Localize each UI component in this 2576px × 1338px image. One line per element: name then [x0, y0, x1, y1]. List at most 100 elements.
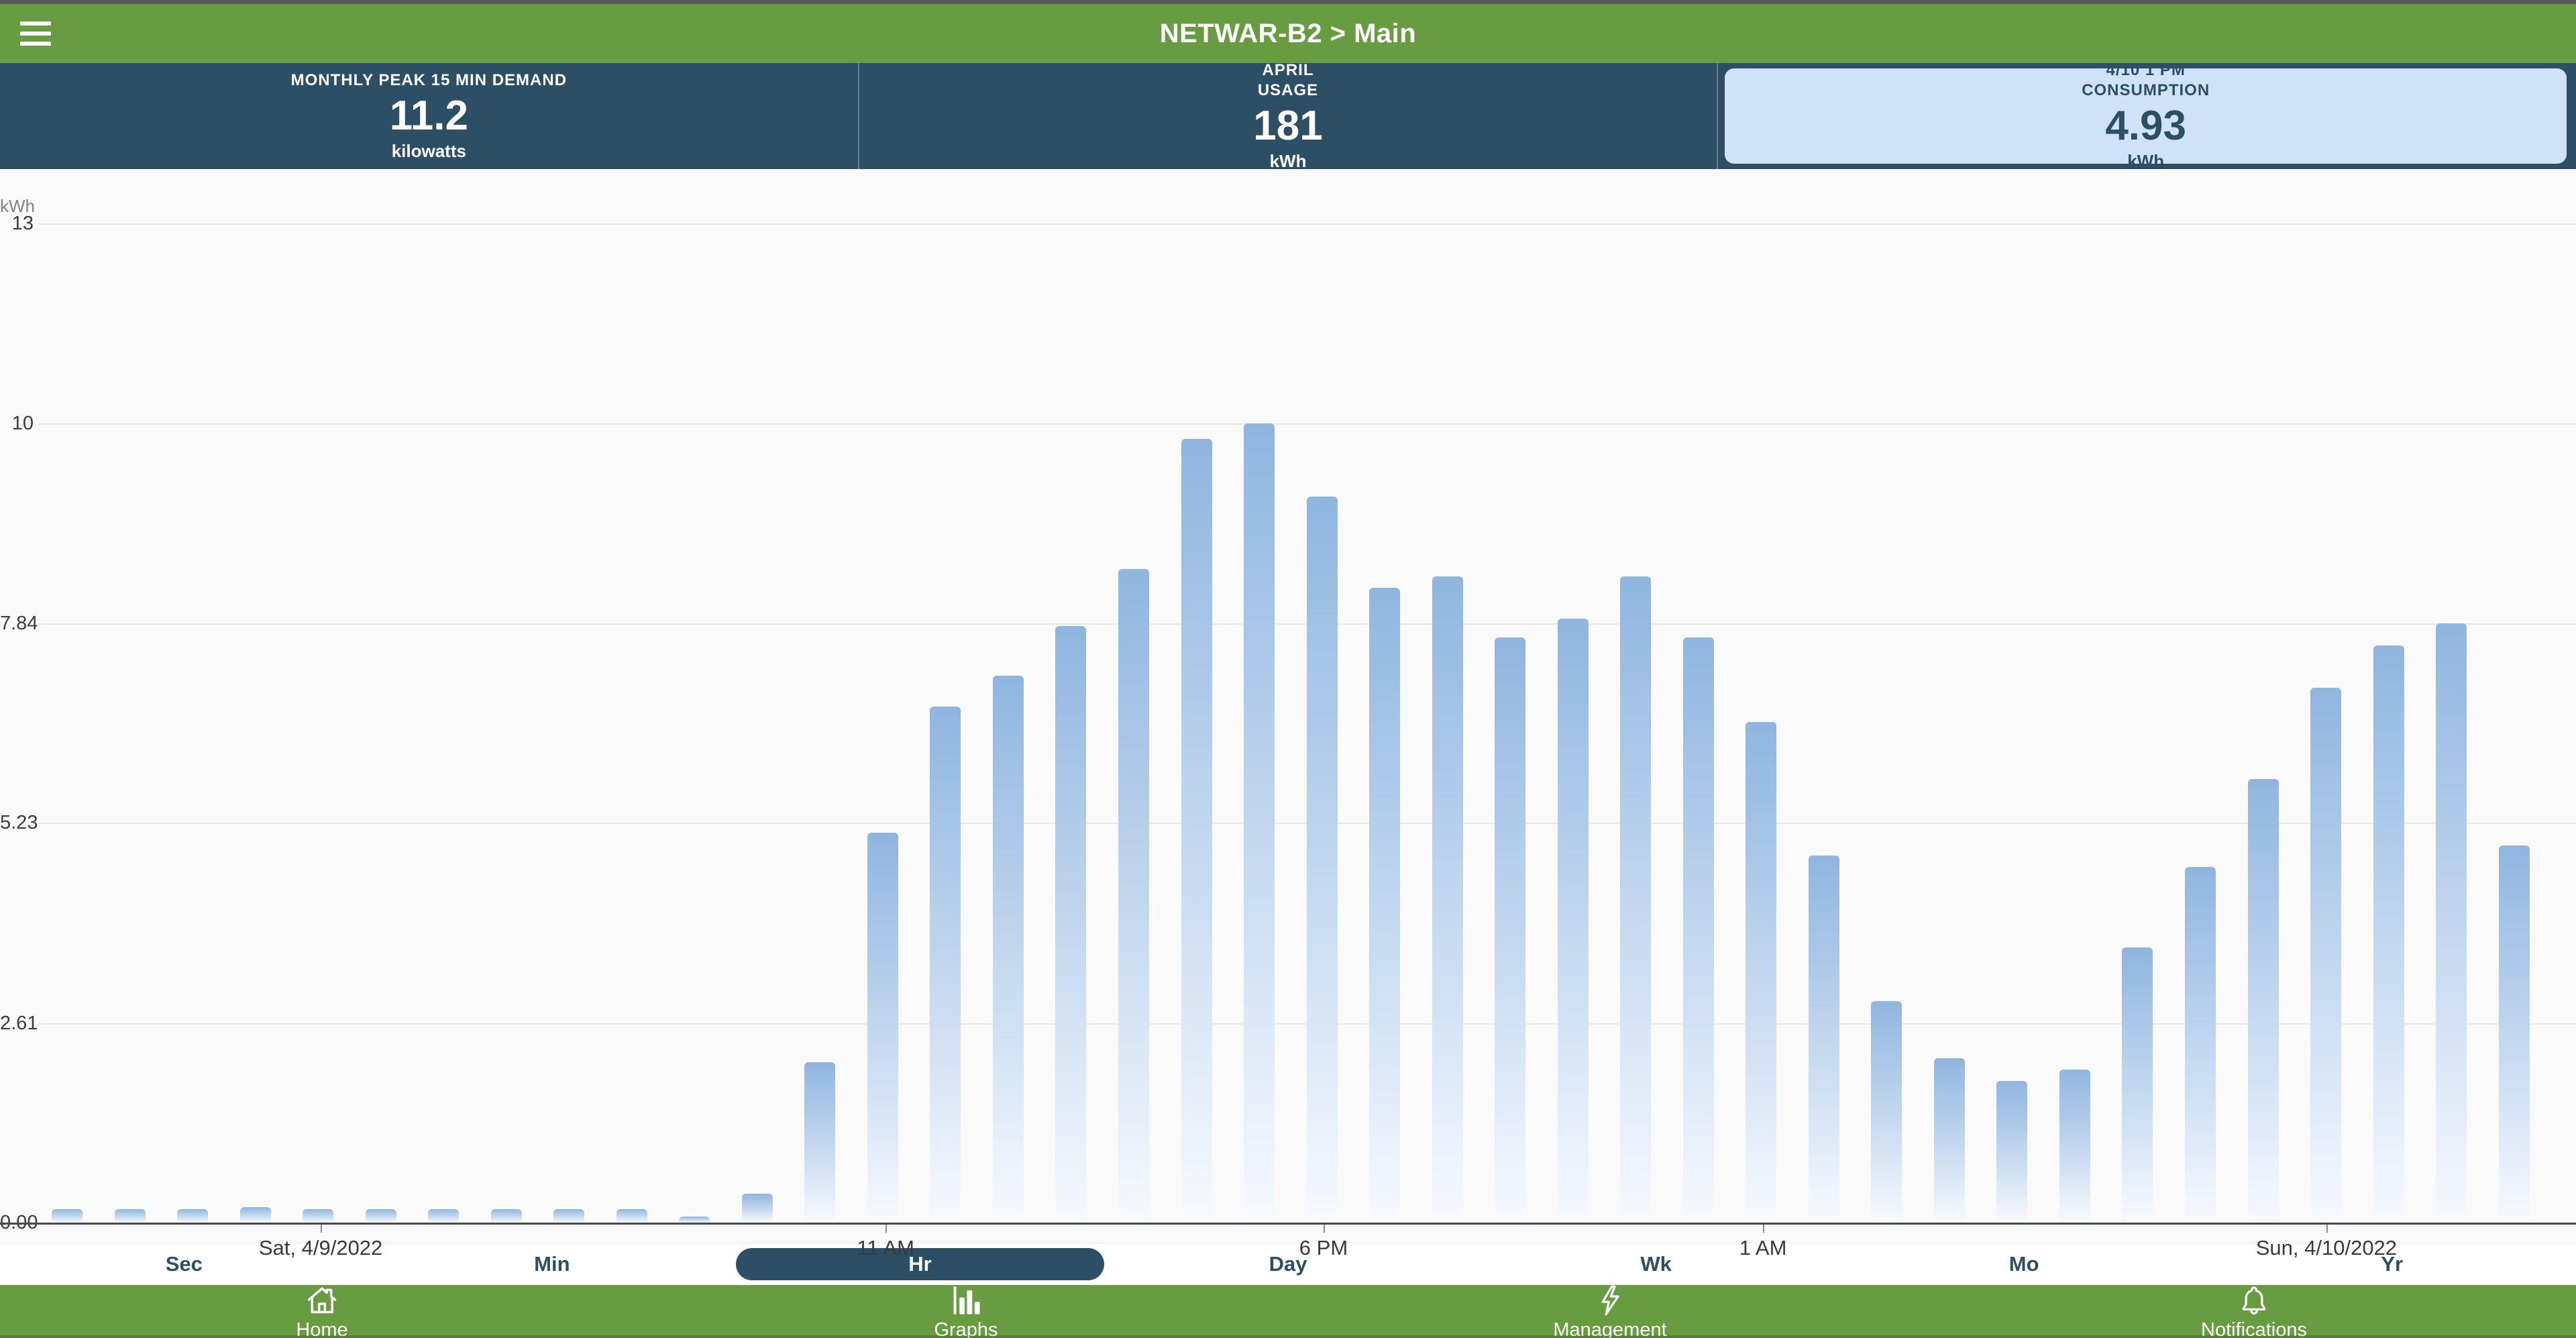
nav-label: Graphs	[934, 1319, 998, 1338]
nav-item-management[interactable]: Management	[1288, 1285, 1932, 1338]
bar-hour-18[interactable]	[1181, 439, 1212, 1223]
bar-hour-5[interactable]	[365, 1208, 396, 1223]
system-status-strip	[0, 0, 2576, 4]
consumption-chart: kWh 13 10 7.84 5.23 2.61 0.00 Sat, 4/9/2022 11 …	[0, 169, 2576, 1259]
bar-hour-33[interactable]	[2122, 947, 2153, 1223]
bar-hour-23[interactable]	[1495, 637, 1526, 1223]
page-title: NETWAR-B2 > Main	[1159, 18, 1417, 48]
bar-hour-0[interactable]	[52, 1208, 83, 1223]
stat-unit: kWh	[1269, 151, 1307, 172]
bar-hour-6[interactable]	[428, 1208, 460, 1223]
bell-icon	[2237, 1283, 2271, 1318]
stat-panel-april-usage: APRIL USAGE 181 kWh	[859, 60, 1719, 172]
y-axis-tick-label: 5.23	[0, 812, 38, 834]
time-range-tabs: Sec Min Hr Day Wk Mo Yr	[0, 1243, 2576, 1285]
stat-panel-selected-consumption: 4/10 1 PM CONSUMPTION 4.93 kWh	[1718, 61, 2576, 171]
bar-hour-25[interactable]	[1620, 576, 1652, 1223]
stat-panel-monthly-peak: MONTHLY PEAK 15 MIN DEMAND 11.2 kilowatt…	[0, 63, 859, 169]
bar-hour-13[interactable]	[867, 832, 898, 1223]
menu-icon[interactable]	[20, 21, 51, 46]
bar-hour-38[interactable]	[2436, 623, 2467, 1223]
bottom-nav: Home Graphs Management	[0, 1285, 2576, 1338]
stat-label: 4/10 1 PM CONSUMPTION	[2082, 60, 2210, 99]
stat-label: APRIL USAGE	[1257, 60, 1319, 99]
x-axis-baseline	[0, 1223, 2576, 1225]
bar-hour-3[interactable]	[239, 1207, 271, 1223]
y-axis-tick-label: 2.61	[0, 1012, 38, 1034]
app-header: NETWAR-B2 > Main	[0, 4, 2576, 63]
y-axis-tick-label: 10	[11, 413, 34, 435]
tab-sec[interactable]: Sec	[165, 1252, 203, 1276]
bar-hour-26[interactable]	[1682, 637, 1714, 1223]
x-axis-tick-label: Sat, 4/9/2022	[258, 1236, 383, 1259]
bar-hour-39[interactable]	[2498, 845, 2530, 1223]
bar-hour-14[interactable]	[930, 707, 961, 1223]
x-axis-tick	[321, 1225, 323, 1233]
stat-value: 181	[1253, 102, 1323, 149]
bar-hour-24[interactable]	[1557, 619, 1589, 1223]
stat-label: MONTHLY PEAK 15 MIN DEMAND	[290, 70, 568, 89]
bar-hour-17[interactable]	[1118, 568, 1149, 1223]
bar-hour-1[interactable]	[114, 1208, 146, 1223]
stat-unit: kWh	[2127, 151, 2165, 172]
nav-label: Home	[296, 1319, 348, 1338]
bar-hour-11[interactable]	[741, 1193, 773, 1223]
x-axis-tick	[1323, 1225, 1325, 1233]
bar-hour-4[interactable]	[303, 1208, 334, 1223]
y-axis-tick-label: 13	[11, 213, 34, 234]
chart-plot-area	[0, 223, 2576, 1223]
bar-hour-27[interactable]	[1746, 721, 1777, 1223]
bar-hour-12[interactable]	[804, 1062, 836, 1223]
bar-hour-15[interactable]	[992, 676, 1024, 1223]
x-axis-tick-label: 6 PM	[1299, 1236, 1348, 1259]
bar-hour-21[interactable]	[1369, 588, 1401, 1223]
bar-hour-35[interactable]	[2247, 779, 2279, 1223]
nav-label: Management	[1553, 1319, 1667, 1338]
bar-hour-32[interactable]	[2059, 1070, 2090, 1223]
x-axis-tick	[885, 1225, 888, 1233]
y-axis-tick-label: 7.84	[0, 612, 38, 634]
bar-hour-30[interactable]	[1933, 1058, 1965, 1223]
gridline	[38, 423, 2576, 425]
bar-hour-8[interactable]	[553, 1208, 585, 1223]
tab-yr[interactable]: Yr	[2381, 1252, 2404, 1276]
stat-value: 11.2	[389, 92, 468, 139]
x-axis-tick	[1763, 1225, 1765, 1233]
bar-hour-20[interactable]	[1306, 496, 1338, 1223]
bar-hour-22[interactable]	[1432, 576, 1463, 1223]
home-icon	[305, 1283, 339, 1318]
bar-hour-37[interactable]	[2373, 645, 2404, 1223]
stat-value: 4.93	[2105, 102, 2186, 149]
gridline	[38, 223, 2576, 225]
bar-hour-2[interactable]	[177, 1208, 209, 1223]
bar-hour-31[interactable]	[1996, 1081, 2028, 1223]
bar-chart-icon	[949, 1283, 983, 1318]
nav-item-notifications[interactable]: Notifications	[1932, 1285, 2576, 1338]
bar-hour-19[interactable]	[1244, 423, 1275, 1223]
tab-hr[interactable]: Hr	[736, 1248, 1104, 1280]
bar-hour-7[interactable]	[490, 1208, 522, 1223]
bar-hour-10[interactable]	[679, 1216, 710, 1223]
tab-mo[interactable]: Mo	[2008, 1252, 2039, 1276]
tab-day[interactable]: Day	[1269, 1252, 1307, 1276]
bar-hour-28[interactable]	[1808, 856, 1839, 1223]
bar-hour-9[interactable]	[616, 1208, 647, 1223]
nav-item-home[interactable]: Home	[0, 1285, 644, 1338]
x-axis-tick-label: 11 AM	[857, 1236, 914, 1259]
bar-hour-34[interactable]	[2185, 867, 2216, 1223]
bar-hour-16[interactable]	[1055, 626, 1087, 1223]
selected-consumption-card: 4/10 1 PM CONSUMPTION 4.93 kWh	[1725, 61, 2567, 171]
y-axis-unit-label: kWh	[0, 196, 35, 216]
x-axis-tick	[2326, 1225, 2328, 1233]
stat-unit: kilowatts	[391, 141, 466, 162]
tab-wk[interactable]: Wk	[1640, 1252, 1672, 1276]
x-axis-tick-label: Sun, 4/10/2022	[2255, 1236, 2398, 1259]
x-axis-tick-label: 1 AM	[1739, 1236, 1787, 1259]
lightning-bolt-icon	[1593, 1283, 1627, 1318]
bar-hour-29[interactable]	[1871, 1000, 1902, 1223]
nav-item-graphs[interactable]: Graphs	[644, 1285, 1288, 1338]
bar-hour-36[interactable]	[2310, 687, 2342, 1223]
tab-min[interactable]: Min	[534, 1252, 570, 1276]
stats-bar: MONTHLY PEAK 15 MIN DEMAND 11.2 kilowatt…	[0, 60, 2576, 172]
